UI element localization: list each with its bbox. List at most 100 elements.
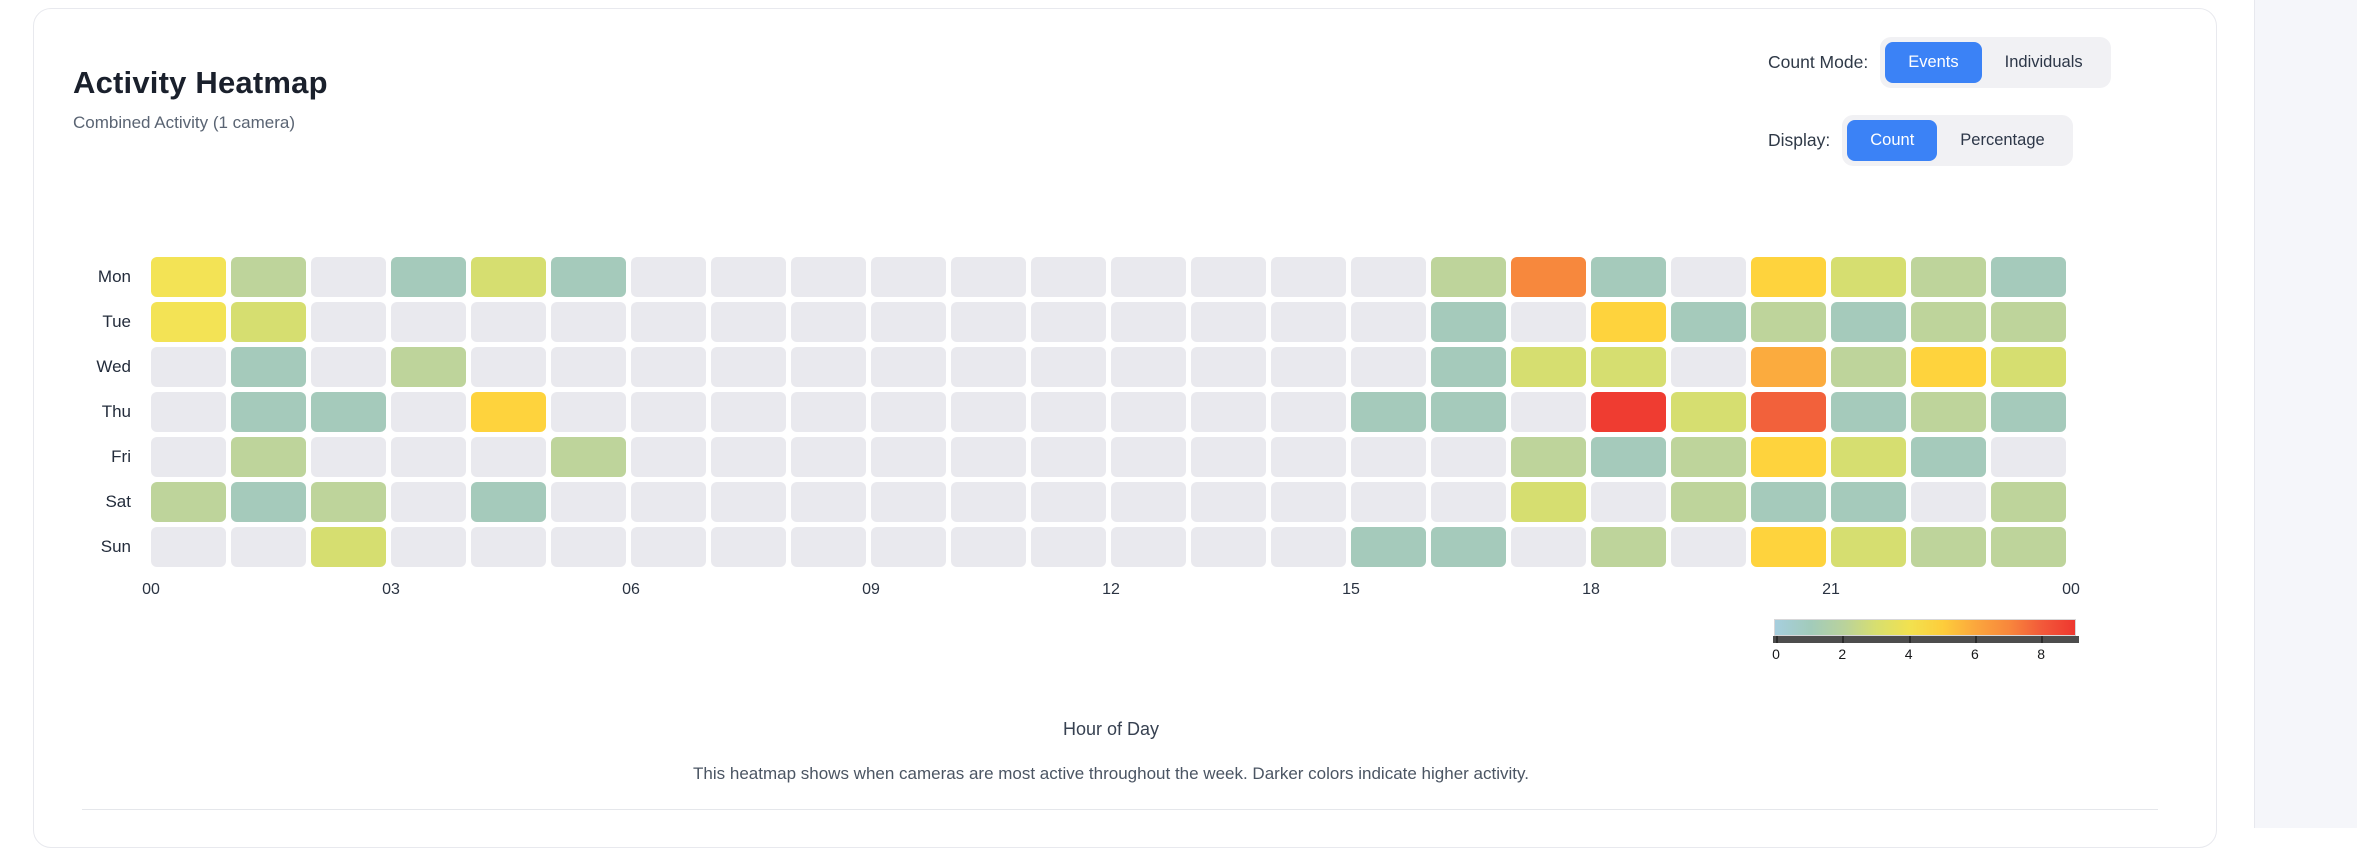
heatmap-cell[interactable] (711, 302, 786, 342)
heatmap-cell[interactable] (1191, 302, 1266, 342)
heatmap-cell[interactable] (951, 482, 1026, 522)
heatmap-cell[interactable] (951, 392, 1026, 432)
heatmap-cell[interactable] (1031, 482, 1106, 522)
heatmap-cell[interactable] (711, 482, 786, 522)
heatmap-cell[interactable] (391, 482, 466, 522)
heatmap-cell[interactable] (1671, 257, 1746, 297)
heatmap-cell[interactable] (1031, 437, 1106, 477)
heatmap-cell[interactable] (1751, 257, 1826, 297)
heatmap-cell[interactable] (551, 482, 626, 522)
heatmap-cell[interactable] (1671, 392, 1746, 432)
heatmap-cell[interactable] (1831, 257, 1906, 297)
display-count-button[interactable]: Count (1847, 120, 1938, 161)
heatmap-cell[interactable] (791, 482, 866, 522)
heatmap-cell[interactable] (1271, 347, 1346, 387)
heatmap-cell[interactable] (1831, 347, 1906, 387)
heatmap-cell[interactable] (1351, 347, 1426, 387)
heatmap-cell[interactable] (231, 257, 306, 297)
heatmap-cell[interactable] (391, 257, 466, 297)
heatmap-cell[interactable] (151, 257, 226, 297)
heatmap-cell[interactable] (1431, 392, 1506, 432)
heatmap-cell[interactable] (231, 347, 306, 387)
heatmap-cell[interactable] (1271, 257, 1346, 297)
heatmap-cell[interactable] (951, 302, 1026, 342)
heatmap-cell[interactable] (551, 347, 626, 387)
heatmap-cell[interactable] (311, 347, 386, 387)
heatmap-cell[interactable] (1911, 302, 1986, 342)
heatmap-cell[interactable] (231, 392, 306, 432)
heatmap-cell[interactable] (871, 347, 946, 387)
heatmap-cell[interactable] (1431, 257, 1506, 297)
heatmap-cell[interactable] (151, 527, 226, 567)
heatmap-cell[interactable] (1111, 302, 1186, 342)
heatmap-cell[interactable] (951, 257, 1026, 297)
heatmap-cell[interactable] (1671, 527, 1746, 567)
heatmap-cell[interactable] (551, 257, 626, 297)
heatmap-cell[interactable] (1751, 527, 1826, 567)
heatmap-cell[interactable] (1991, 257, 2066, 297)
heatmap-cell[interactable] (1831, 302, 1906, 342)
heatmap-cell[interactable] (151, 437, 226, 477)
heatmap-cell[interactable] (711, 392, 786, 432)
heatmap-cell[interactable] (1031, 257, 1106, 297)
heatmap-cell[interactable] (471, 527, 546, 567)
heatmap-cell[interactable] (1271, 437, 1346, 477)
heatmap-cell[interactable] (471, 347, 546, 387)
heatmap-cell[interactable] (311, 392, 386, 432)
heatmap-cell[interactable] (1511, 482, 1586, 522)
heatmap-cell[interactable] (631, 437, 706, 477)
heatmap-cell[interactable] (1351, 257, 1426, 297)
heatmap-cell[interactable] (1991, 392, 2066, 432)
heatmap-cell[interactable] (1191, 392, 1266, 432)
heatmap-cell[interactable] (1911, 392, 1986, 432)
count-mode-individuals-button[interactable]: Individuals (1982, 42, 2106, 83)
heatmap-cell[interactable] (311, 302, 386, 342)
heatmap-cell[interactable] (471, 302, 546, 342)
heatmap-cell[interactable] (1271, 482, 1346, 522)
heatmap-cell[interactable] (231, 527, 306, 567)
heatmap-cell[interactable] (1511, 257, 1586, 297)
heatmap-cell[interactable] (1031, 527, 1106, 567)
heatmap-cell[interactable] (1431, 437, 1506, 477)
heatmap-cell[interactable] (471, 482, 546, 522)
heatmap-cell[interactable] (391, 347, 466, 387)
heatmap-cell[interactable] (1191, 347, 1266, 387)
heatmap-cell[interactable] (551, 527, 626, 567)
heatmap-cell[interactable] (1591, 527, 1666, 567)
heatmap-cell[interactable] (1591, 347, 1666, 387)
heatmap-cell[interactable] (1271, 302, 1346, 342)
heatmap-cell[interactable] (231, 437, 306, 477)
heatmap-cell[interactable] (1831, 392, 1906, 432)
heatmap-cell[interactable] (791, 392, 866, 432)
heatmap-cell[interactable] (871, 302, 946, 342)
heatmap-cell[interactable] (311, 482, 386, 522)
heatmap-cell[interactable] (1671, 347, 1746, 387)
display-percentage-button[interactable]: Percentage (1937, 120, 2067, 161)
heatmap-cell[interactable] (1351, 302, 1426, 342)
heatmap-cell[interactable] (631, 527, 706, 567)
heatmap-cell[interactable] (151, 302, 226, 342)
heatmap-cell[interactable] (151, 347, 226, 387)
heatmap-cell[interactable] (1751, 347, 1826, 387)
heatmap-cell[interactable] (1911, 257, 1986, 297)
heatmap-cell[interactable] (1591, 437, 1666, 477)
heatmap-cell[interactable] (871, 257, 946, 297)
heatmap-cell[interactable] (1671, 437, 1746, 477)
heatmap-cell[interactable] (1271, 527, 1346, 567)
heatmap-cell[interactable] (1911, 437, 1986, 477)
heatmap-cell[interactable] (1751, 302, 1826, 342)
heatmap-cell[interactable] (1431, 302, 1506, 342)
heatmap-cell[interactable] (391, 302, 466, 342)
heatmap-cell[interactable] (791, 527, 866, 567)
heatmap-cell[interactable] (871, 437, 946, 477)
heatmap-cell[interactable] (1431, 347, 1506, 387)
heatmap-cell[interactable] (1031, 347, 1106, 387)
heatmap-cell[interactable] (1111, 437, 1186, 477)
heatmap-cell[interactable] (1111, 257, 1186, 297)
heatmap-cell[interactable] (1351, 482, 1426, 522)
heatmap-cell[interactable] (951, 527, 1026, 567)
heatmap-cell[interactable] (1031, 392, 1106, 432)
heatmap-cell[interactable] (711, 257, 786, 297)
heatmap-cell[interactable] (1191, 437, 1266, 477)
heatmap-cell[interactable] (1911, 482, 1986, 522)
